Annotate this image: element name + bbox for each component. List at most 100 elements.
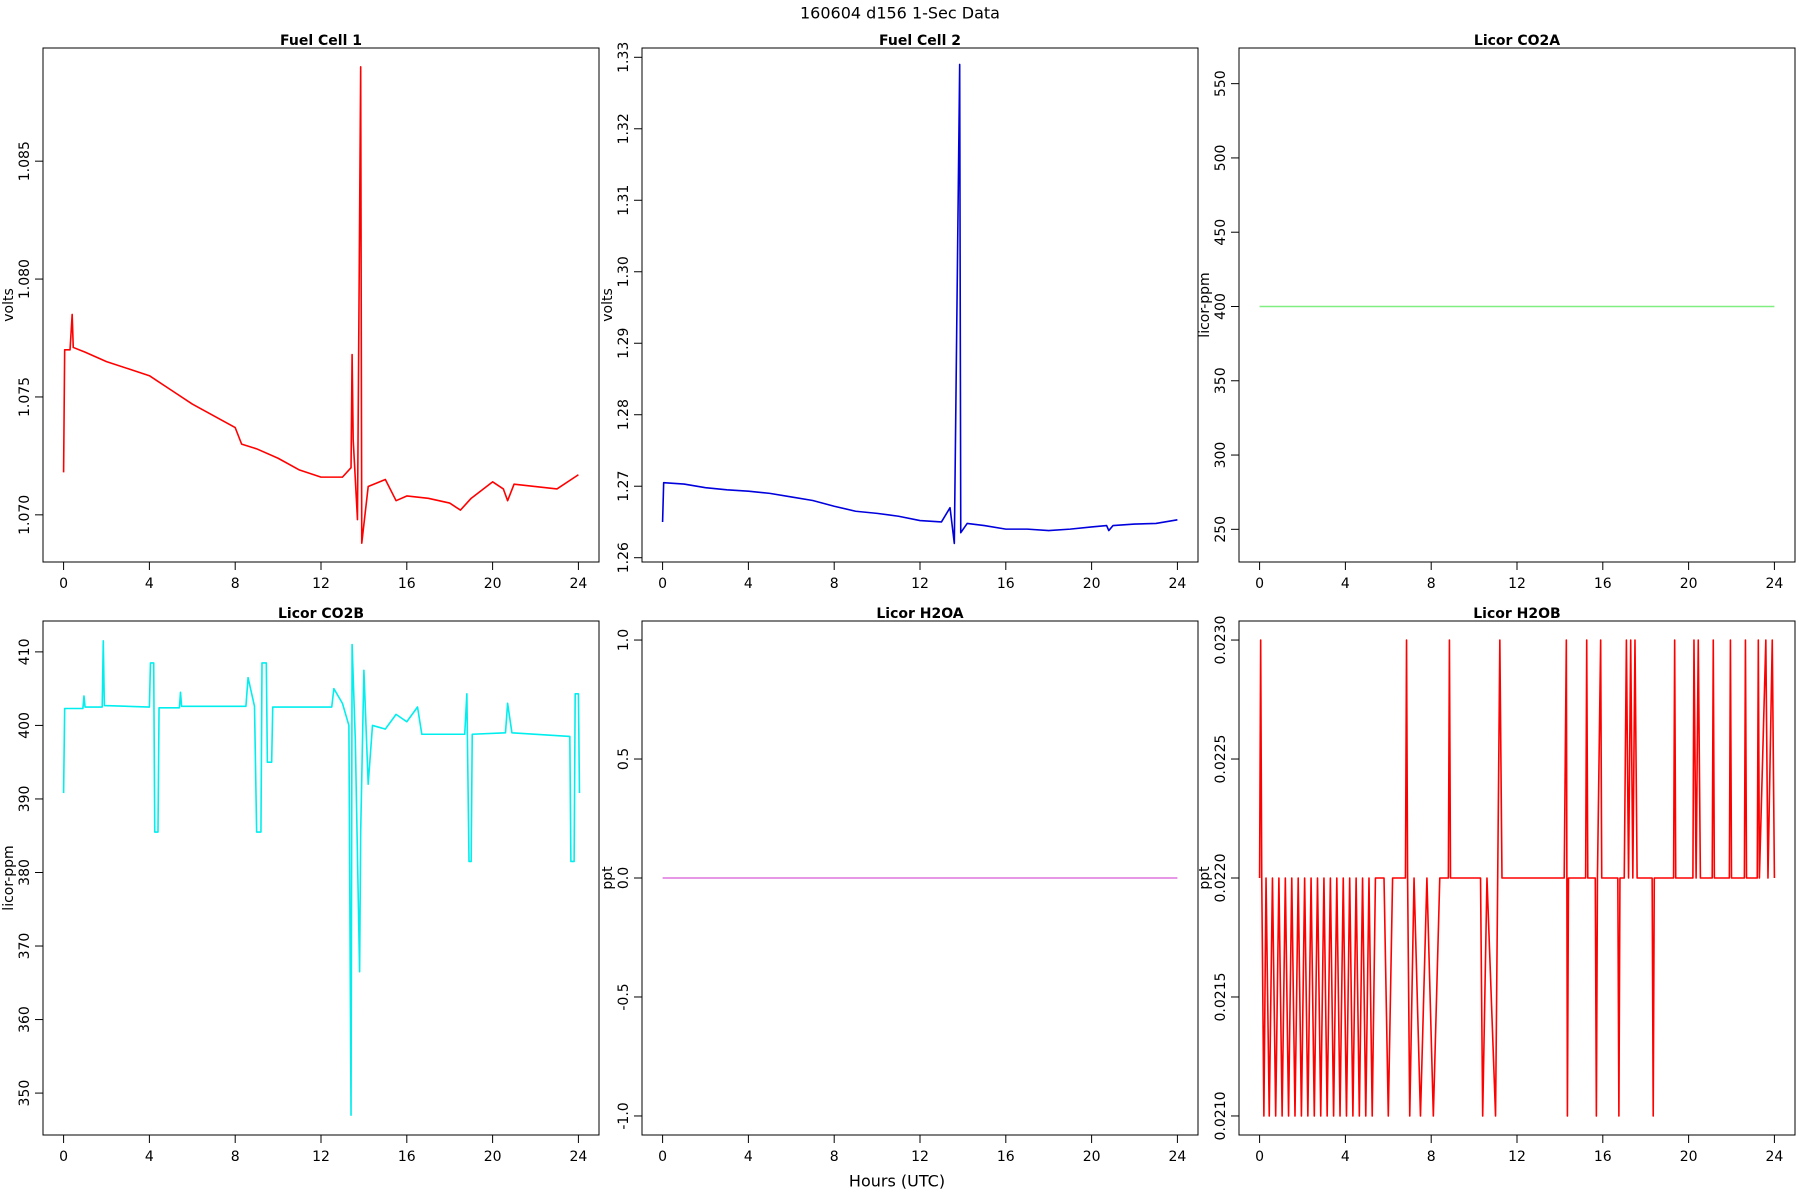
- x-tick-label: 0: [1255, 1149, 1264, 1165]
- x-tick-label: 16: [398, 576, 416, 592]
- x-tick-label: 20: [1680, 1149, 1698, 1165]
- y-tick-label: 0.0210: [1213, 1091, 1229, 1140]
- y-tick-label: 0.0225: [1213, 735, 1229, 784]
- x-tick-label: 24: [569, 1149, 587, 1165]
- y-tick-label: 1.0: [616, 629, 632, 651]
- y-tick-label: 0.5: [616, 748, 632, 770]
- x-tick-label: 16: [398, 1149, 416, 1165]
- y-tick-label: 500: [1213, 145, 1229, 172]
- x-tick-label: 24: [1168, 576, 1186, 592]
- x-tick-label: 8: [231, 576, 240, 592]
- x-tick-label: 20: [484, 1149, 502, 1165]
- panel-title: Fuel Cell 1: [280, 33, 362, 49]
- y-tick-label: 0.0220: [1213, 854, 1229, 903]
- y-tick-label: 350: [1213, 367, 1229, 394]
- y-tick-label: -1.0: [616, 1102, 632, 1129]
- y-axis-label: volts: [600, 288, 616, 322]
- y-axis-label: volts: [1, 288, 17, 322]
- x-tick-label: 12: [1508, 576, 1526, 592]
- y-axis-label: licor-ppm: [1, 845, 17, 910]
- y-tick-label: 370: [17, 933, 33, 960]
- x-tick-label: 12: [911, 576, 929, 592]
- y-tick-label: 1.32: [616, 113, 632, 144]
- plot-frame: [641, 620, 1199, 1136]
- y-axis-label: ppt: [1197, 866, 1213, 890]
- x-tick-label: 16: [1594, 576, 1612, 592]
- y-tick-label: 1.31: [616, 185, 632, 216]
- y-tick-label: 400: [1213, 293, 1229, 320]
- x-tick-label: 4: [1341, 576, 1350, 592]
- y-tick-label: 400: [17, 712, 33, 739]
- y-tick-label: 1.30: [616, 256, 632, 287]
- y-tick-label: 300: [1213, 442, 1229, 469]
- x-tick-label: 16: [997, 576, 1015, 592]
- y-tick-label: 550: [1213, 70, 1229, 97]
- y-tick-label: 1.26: [616, 542, 632, 573]
- x-tick-label: 12: [911, 1149, 929, 1165]
- x-tick-label: 24: [1168, 1149, 1186, 1165]
- x-tick-label: 8: [1427, 1149, 1436, 1165]
- x-tick-label: 16: [1594, 1149, 1612, 1165]
- y-axis-label: ppt: [600, 866, 616, 890]
- y-tick-label: 0.0215: [1213, 972, 1229, 1021]
- x-tick-label: 8: [1427, 576, 1436, 592]
- y-tick-label: 1.070: [17, 495, 33, 535]
- panel-title: Licor CO2A: [1474, 33, 1560, 49]
- x-tick-label: 0: [59, 1149, 68, 1165]
- x-tick-label: 24: [569, 576, 587, 592]
- y-tick-label: 360: [17, 1006, 33, 1033]
- x-tick-label: 12: [312, 576, 330, 592]
- y-tick-label: 1.28: [616, 399, 632, 430]
- x-tick-label: 0: [59, 576, 68, 592]
- x-tick-label: 4: [744, 576, 753, 592]
- plot-frame: [42, 620, 600, 1136]
- x-axis-label: Hours (UTC): [849, 1172, 945, 1191]
- data-line: [661, 63, 1178, 545]
- y-tick-label: 0.0: [616, 867, 632, 889]
- y-tick-label: 1.085: [17, 141, 33, 181]
- plot-frame: [641, 47, 1199, 563]
- x-tick-label: 20: [1083, 576, 1101, 592]
- x-tick-label: 0: [1255, 576, 1264, 592]
- y-tick-label: 410: [17, 639, 33, 666]
- x-tick-label: 0: [658, 576, 667, 592]
- y-tick-label: 0.0230: [1213, 616, 1229, 665]
- y-tick-label: 390: [17, 786, 33, 813]
- x-tick-label: 0: [658, 1149, 667, 1165]
- data-line: [62, 66, 579, 544]
- panel-title: Licor CO2B: [278, 606, 364, 622]
- x-tick-label: 4: [145, 576, 154, 592]
- y-tick-label: 1.075: [17, 377, 33, 417]
- x-tick-label: 20: [1083, 1149, 1101, 1165]
- x-tick-label: 20: [1680, 576, 1698, 592]
- y-tick-label: 1.080: [17, 259, 33, 299]
- plot-frame: [1238, 620, 1796, 1136]
- y-tick-label: 1.33: [616, 42, 632, 73]
- y-tick-label: 250: [1213, 516, 1229, 543]
- y-tick-label: 350: [17, 1080, 33, 1107]
- plot-frame: [42, 47, 600, 563]
- data-line: [62, 640, 581, 1116]
- x-tick-label: 20: [484, 576, 502, 592]
- x-tick-label: 8: [830, 576, 839, 592]
- y-tick-label: 450: [1213, 219, 1229, 246]
- panel-title: Fuel Cell 2: [879, 33, 961, 49]
- panel-title: Licor H2OB: [1473, 606, 1560, 622]
- x-tick-label: 12: [1508, 1149, 1526, 1165]
- x-tick-label: 24: [1765, 576, 1783, 592]
- x-tick-label: 4: [744, 1149, 753, 1165]
- x-tick-label: 4: [1341, 1149, 1350, 1165]
- y-tick-label: 380: [17, 859, 33, 886]
- panel-title: Licor H2OA: [876, 606, 963, 622]
- x-tick-label: 4: [145, 1149, 154, 1165]
- plot-frame: [1238, 47, 1796, 563]
- data-line: [1258, 639, 1776, 1117]
- figure-title: 160604 d156 1-Sec Data: [800, 4, 1000, 23]
- x-tick-label: 8: [830, 1149, 839, 1165]
- x-tick-label: 24: [1765, 1149, 1783, 1165]
- y-tick-label: 1.29: [616, 328, 632, 359]
- x-tick-label: 12: [312, 1149, 330, 1165]
- y-tick-label: -0.5: [616, 983, 632, 1010]
- x-tick-label: 16: [997, 1149, 1015, 1165]
